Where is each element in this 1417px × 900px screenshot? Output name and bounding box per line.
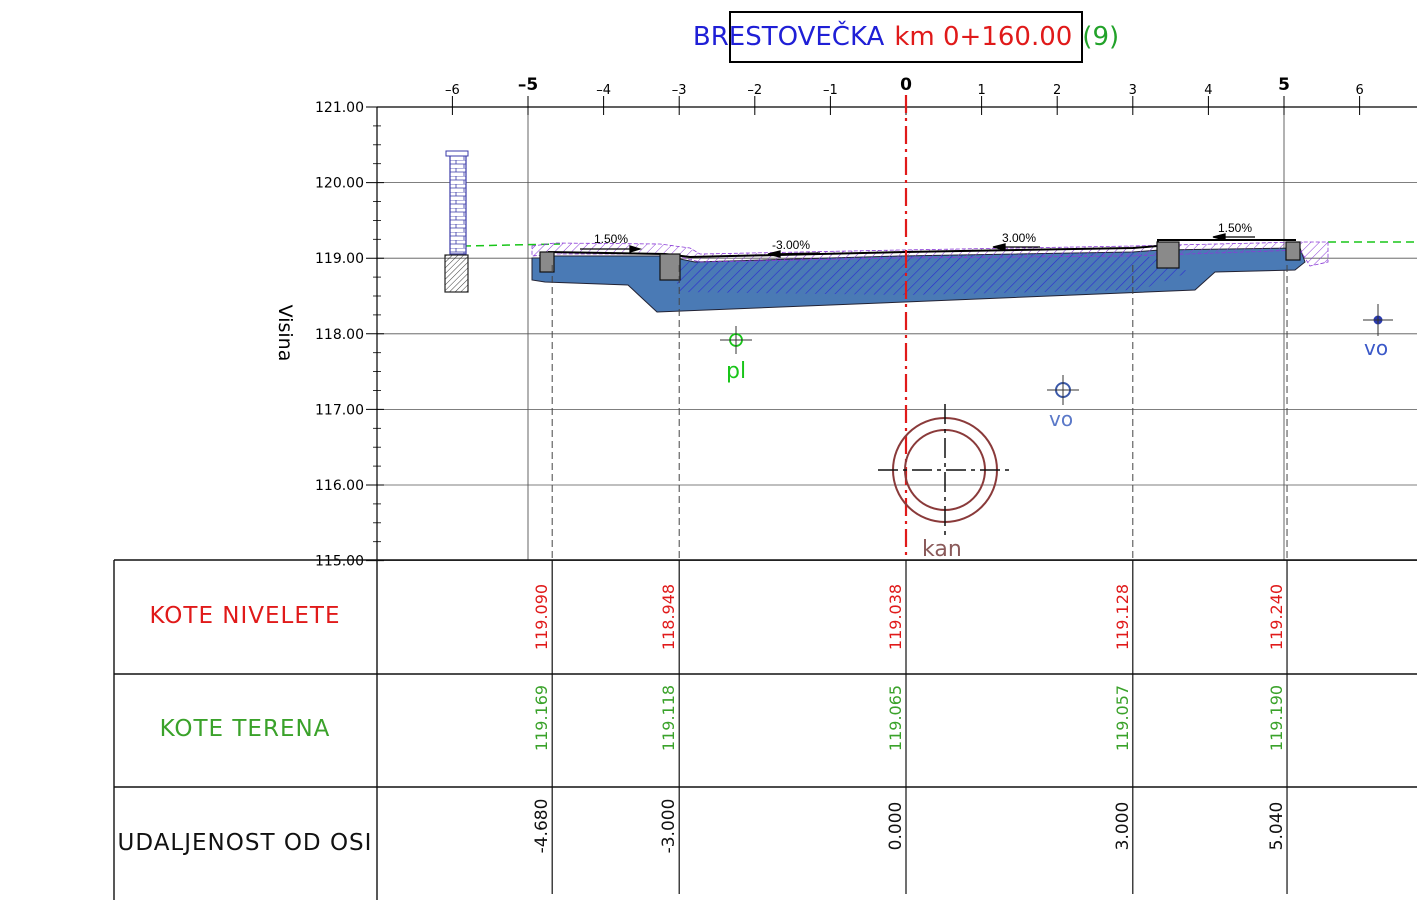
x-tick-label: 2	[1053, 83, 1061, 98]
x-tick-label: –6	[445, 83, 460, 98]
x-tick-label: 6	[1355, 83, 1363, 98]
y-tick-label: 117.00	[315, 402, 364, 418]
utility-kan: kan	[878, 404, 1012, 562]
x-tick-label: 3	[1129, 83, 1137, 98]
table-cell-value: 118.948	[659, 584, 678, 650]
x-tick-label: 0	[900, 75, 912, 95]
utility-pl: pl	[720, 326, 752, 384]
row-label-udaljenost: UDALJENOST OD OSI	[117, 830, 373, 856]
table-cell-value: 119.038	[886, 584, 905, 650]
slope-label-2: -3.00%	[772, 238, 810, 252]
table-cell-value: 119.057	[1113, 685, 1132, 751]
table-column-lines	[551, 265, 1288, 894]
terrain-line-left	[462, 243, 561, 247]
utility-vo-right: vo	[1363, 304, 1393, 360]
utility-vo-right-label: vo	[1364, 336, 1388, 360]
table-cell-value: 119.118	[659, 685, 678, 751]
data-table-frame	[113, 559, 1417, 900]
table-cell-value: 119.090	[532, 584, 551, 650]
x-tick-label: 1	[977, 83, 985, 98]
grid	[377, 106, 1417, 561]
y-tick-label: 119.00	[315, 251, 364, 267]
utility-kan-label: kan	[922, 537, 962, 562]
table-values: 119.090 119.169 -4.680 118.948 119.118 -3.000…	[532, 584, 1287, 853]
utility-pl-label: pl	[726, 359, 746, 384]
x-tick-label: –2	[747, 83, 762, 98]
y-tick-label: 116.00	[315, 478, 364, 494]
row-label-kote-nivelete: KOTE NIVELETE	[149, 603, 341, 629]
slope-label-3: 3.00%	[1002, 231, 1036, 245]
row-label-kote-terena: KOTE TERENA	[159, 716, 331, 742]
title-station: km 0+160.00	[894, 22, 1073, 52]
pavement-hatch	[670, 252, 1190, 295]
y-tick-label: 118.00	[315, 327, 364, 343]
slope-arrows	[580, 233, 1255, 258]
title-section-number: (9)	[1082, 22, 1120, 52]
x-tick-label: –3	[672, 83, 687, 98]
table-cell-value: 5.040	[1267, 802, 1287, 851]
table-cell-value: 119.065	[886, 685, 905, 751]
x-tick-label: –1	[823, 83, 838, 98]
curbs	[539, 241, 1301, 281]
wall-structure	[444, 150, 469, 293]
utility-vo-left-label: vo	[1049, 407, 1073, 431]
table-cell-value: 119.240	[1267, 584, 1286, 650]
table-cell-value: 0.000	[886, 802, 906, 851]
table-cell-value: -4.680	[532, 799, 552, 854]
table-cell-value: 119.190	[1267, 685, 1286, 751]
utility-vo-left: vo	[1047, 375, 1079, 431]
x-tick-label: –4	[596, 83, 611, 98]
table-cell-value: 119.169	[532, 685, 551, 751]
table-cell-value: 119.128	[1113, 584, 1132, 650]
section-title: BRESTOVEČKA km 0+160.00 (9)	[693, 11, 1119, 63]
x-tick-label: 5	[1278, 75, 1290, 95]
slope-label-4: 1.50%	[1218, 221, 1252, 235]
y-tick-label: 121.00	[315, 100, 364, 116]
y-tick-label: 115.00	[315, 554, 364, 570]
table-cell-value: 3.000	[1113, 802, 1133, 851]
x-tick-label: –5	[518, 75, 538, 95]
axes: 121.00 120.00 119.00 118.00 117.00 116.00 115.…	[274, 75, 1417, 570]
y-axis-label: Visina	[274, 305, 296, 362]
slope-label-1: 1.50%	[594, 232, 628, 246]
y-tick-label: 120.00	[315, 176, 364, 192]
x-tick-label: 4	[1204, 83, 1212, 98]
table-cell-value: -3.000	[659, 799, 679, 854]
title-road-name: BRESTOVEČKA	[692, 22, 885, 52]
